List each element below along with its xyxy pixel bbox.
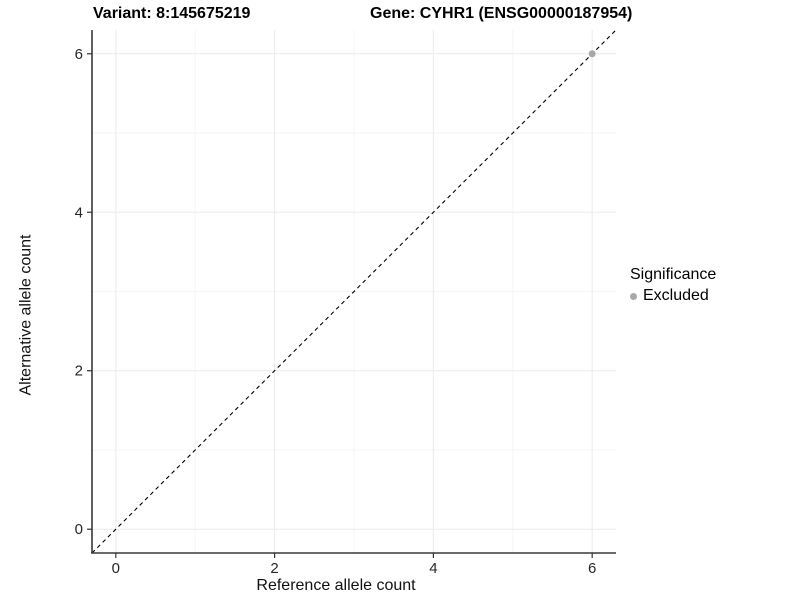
y-axis-title: Alternative allele count [17,234,35,396]
y-tick-label: 4 [75,204,83,221]
legend: Significance Excluded [630,266,716,305]
series-excluded [588,50,596,58]
x-tick-label: 0 [112,560,120,577]
x-axis-title: Reference allele count [256,577,416,594]
legend-title: Significance [630,266,717,283]
y-tick-label: 6 [75,46,83,63]
x-tick-label: 6 [588,560,596,577]
data-point [588,50,596,58]
variant-title: Variant: 8:145675219 [93,5,251,22]
x-tick-label: 4 [429,560,437,577]
gridlines-minor [92,30,616,553]
y-tick-label: 2 [75,363,83,380]
gridlines-major [92,30,616,553]
tick-labels: 0 2 4 6 0 2 4 6 [75,46,597,577]
tick-marks [87,53,593,558]
y-tick-label: 0 [75,521,83,538]
identity-line [91,29,617,554]
legend-item-label: Excluded [643,287,709,304]
legend-item-excluded: Excluded [630,287,716,305]
x-tick-label: 2 [270,560,278,577]
excluded-marker-icon [630,292,637,300]
gene-title: Gene: CYHR1 (ENSG00000187954) [370,5,633,22]
